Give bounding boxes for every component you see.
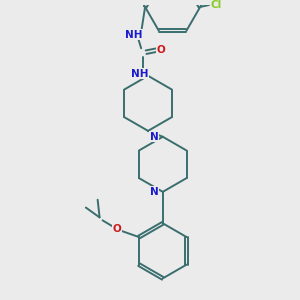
Text: O: O bbox=[113, 224, 122, 234]
Text: NH: NH bbox=[124, 29, 142, 40]
Text: O: O bbox=[156, 45, 165, 55]
Text: NH: NH bbox=[131, 69, 149, 79]
Text: N: N bbox=[150, 187, 158, 197]
Text: N: N bbox=[150, 132, 158, 142]
Text: Cl: Cl bbox=[210, 0, 221, 10]
